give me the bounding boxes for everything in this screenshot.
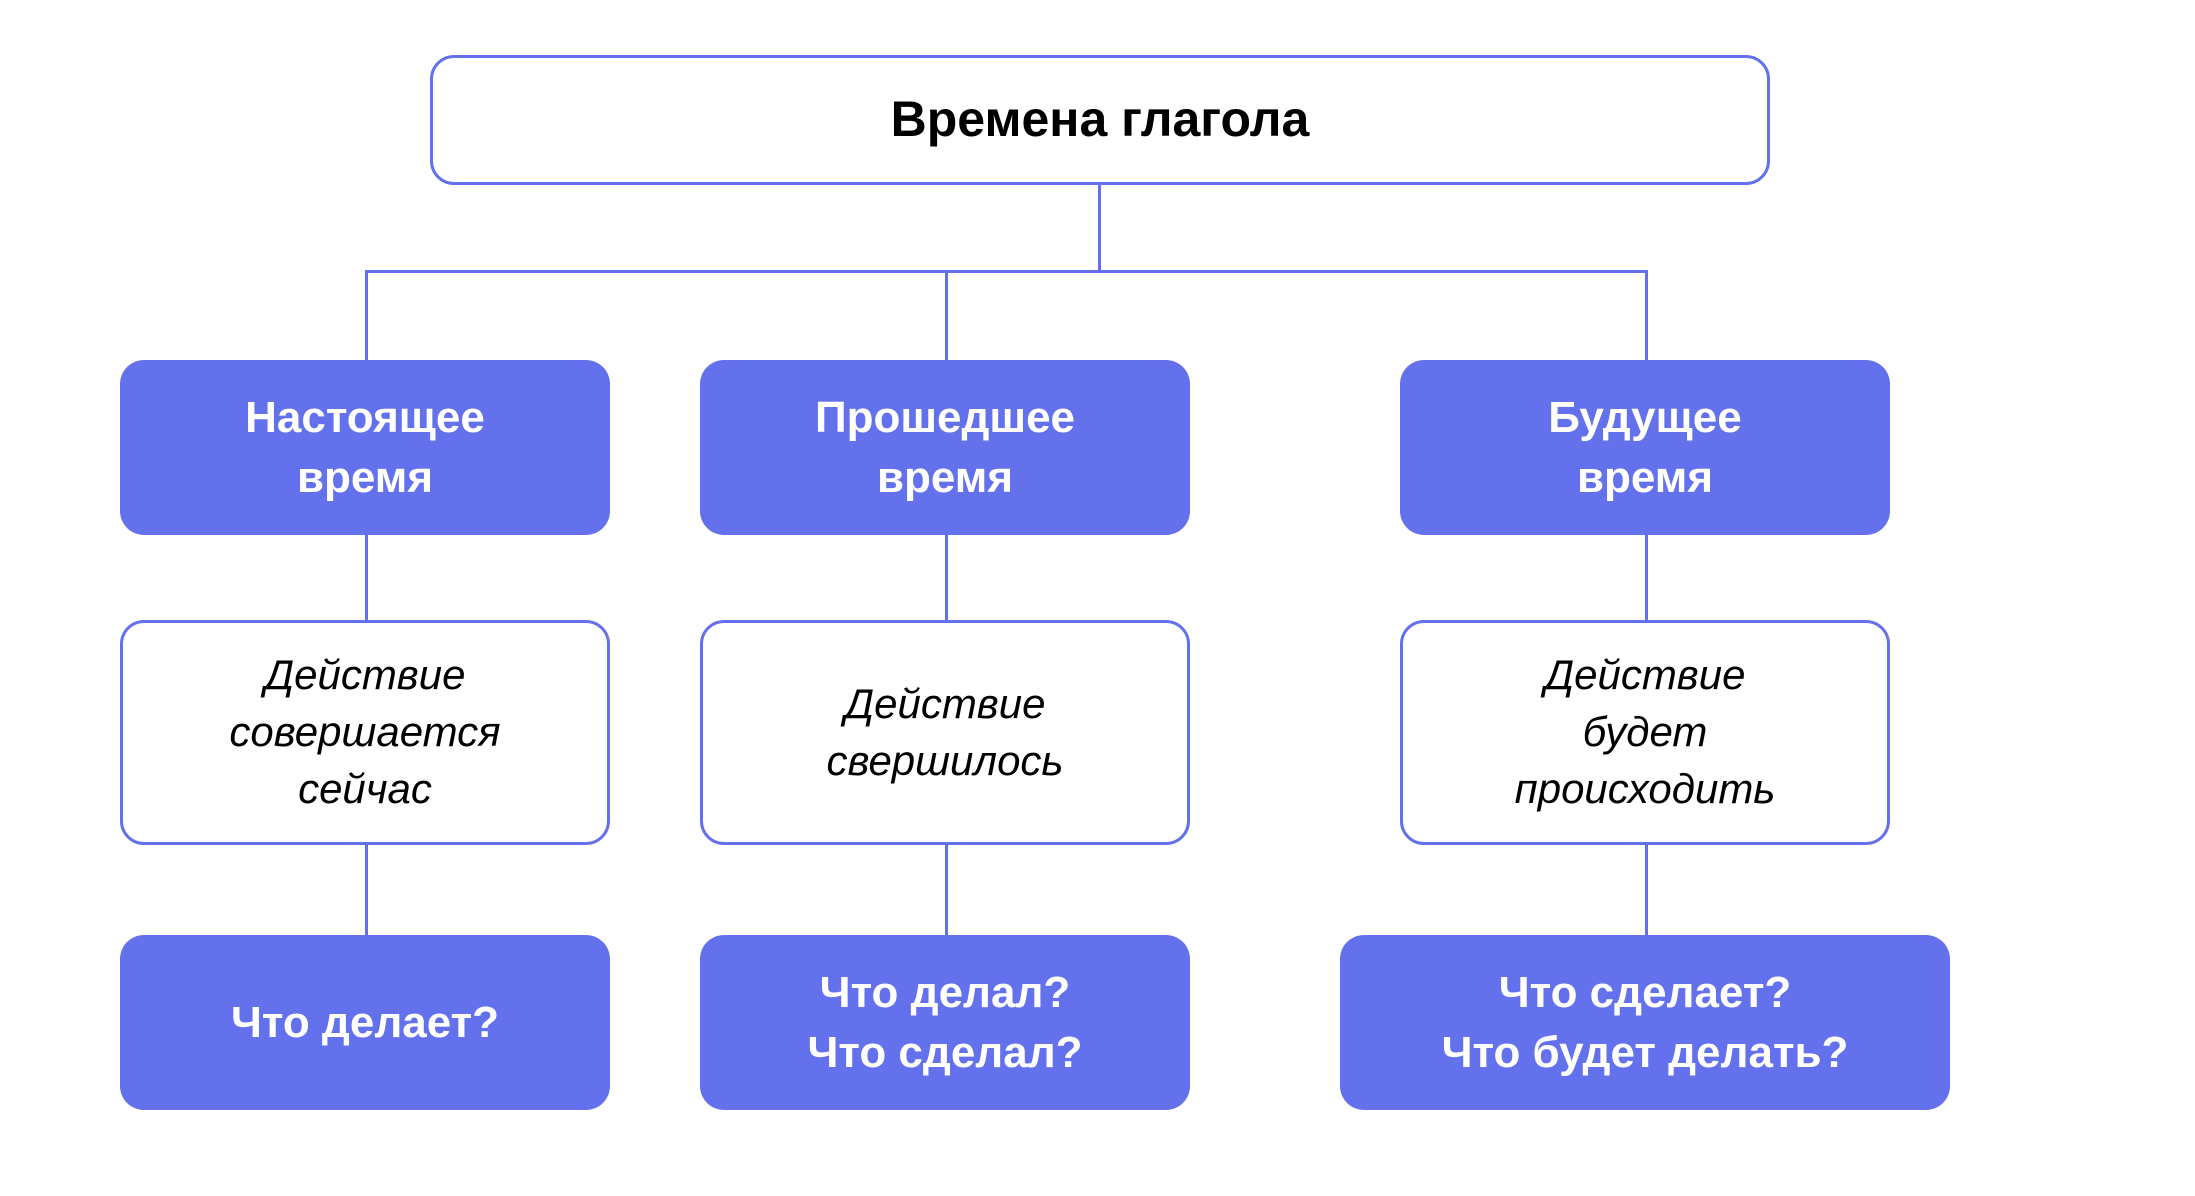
- description-line: совершается: [229, 704, 500, 761]
- question-line: Что сделал?: [807, 1023, 1082, 1082]
- description-past: Действие свершилось: [700, 620, 1190, 845]
- diagram-container: Времена глагола Настоящее время Действие…: [0, 0, 2195, 1196]
- connector: [1645, 270, 1648, 360]
- connector: [365, 270, 368, 360]
- description-line: Действие: [1545, 647, 1746, 704]
- description-line: Действие: [845, 676, 1046, 733]
- tense-header-line: Будущее: [1548, 388, 1741, 447]
- description-line: будет: [1583, 704, 1708, 761]
- description-present: Действие совершается сейчас: [120, 620, 610, 845]
- root-label: Времена глагола: [891, 86, 1310, 154]
- connector: [365, 270, 1648, 273]
- question-past: Что делал? Что сделал?: [700, 935, 1190, 1110]
- question-line: Что делает?: [231, 993, 499, 1052]
- tense-header-line: Настоящее: [245, 388, 485, 447]
- question-line: Что сделает?: [1499, 963, 1792, 1022]
- question-line: Что будет делать?: [1442, 1023, 1849, 1082]
- connector: [945, 270, 948, 360]
- description-line: происходить: [1515, 761, 1776, 818]
- root-node: Времена глагола: [430, 55, 1770, 185]
- connector: [945, 535, 948, 620]
- connector: [1645, 535, 1648, 620]
- connector: [365, 845, 368, 935]
- connector: [365, 535, 368, 620]
- tense-header-present: Настоящее время: [120, 360, 610, 535]
- connector: [1645, 845, 1648, 935]
- description-line: сейчас: [298, 761, 432, 818]
- tense-header-line: Прошедшее: [815, 388, 1075, 447]
- description-future: Действие будет происходить: [1400, 620, 1890, 845]
- tense-header-line: время: [1577, 448, 1713, 507]
- question-future: Что сделает? Что будет делать?: [1340, 935, 1950, 1110]
- tense-header-past: Прошедшее время: [700, 360, 1190, 535]
- tense-header-line: время: [297, 448, 433, 507]
- connector: [945, 845, 948, 935]
- connector: [1098, 185, 1101, 270]
- description-line: свершилось: [826, 733, 1063, 790]
- tense-header-future: Будущее время: [1400, 360, 1890, 535]
- description-line: Действие: [265, 647, 466, 704]
- question-present: Что делает?: [120, 935, 610, 1110]
- tense-header-line: время: [877, 448, 1013, 507]
- question-line: Что делал?: [820, 963, 1071, 1022]
